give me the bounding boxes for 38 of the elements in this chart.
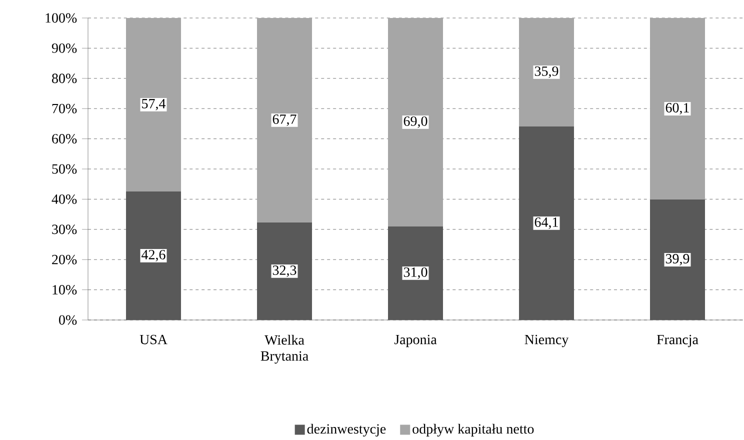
- y-tick-label: 20%: [52, 255, 77, 265]
- data-label: 39,9: [666, 254, 690, 266]
- y-tick-label: 30%: [52, 224, 77, 234]
- y-tick-label: 10%: [52, 285, 77, 295]
- data-label: 64,1: [534, 218, 558, 230]
- bar: [126, 18, 182, 192]
- y-tick-label: 40%: [52, 194, 77, 204]
- bar: [388, 18, 443, 227]
- data-label: 69,0: [404, 116, 428, 128]
- y-tick-label: 0%: [59, 315, 77, 325]
- bar: [257, 18, 312, 223]
- x-tick-label: USA: [140, 335, 168, 344]
- y-tick-label: 60%: [52, 134, 77, 144]
- x-tick-label: Francja: [656, 335, 698, 348]
- data-label: 35,9: [534, 66, 558, 78]
- y-tick-label: 100%: [46, 13, 77, 23]
- data-label: 32,3: [272, 266, 296, 278]
- bar: [388, 226, 443, 320]
- bar: [519, 126, 574, 320]
- data-label: 42,6: [142, 250, 166, 262]
- legend-label: odpływ kapitału netto: [412, 424, 534, 437]
- bar: [257, 222, 312, 320]
- y-tick-label: 50%: [52, 164, 77, 174]
- data-label: 57,4: [142, 99, 166, 111]
- bar: [650, 200, 705, 320]
- x-tick-label: Japonia: [394, 335, 437, 348]
- data-label: 67,7: [272, 114, 296, 126]
- x-tick-label: Niemcy: [524, 335, 569, 348]
- bar: [126, 192, 182, 320]
- y-tick-label: 70%: [52, 104, 77, 114]
- data-label: 31,0: [404, 268, 428, 280]
- bar: [519, 18, 574, 127]
- x-tick-label: Wielka Brytania: [260, 335, 308, 364]
- data-label: 60,1: [666, 103, 689, 115]
- y-tick-label: 90%: [52, 44, 77, 54]
- bar: [650, 18, 705, 200]
- y-tick-label: 80%: [52, 74, 77, 84]
- legend-label: dezinwestycje: [307, 424, 386, 437]
